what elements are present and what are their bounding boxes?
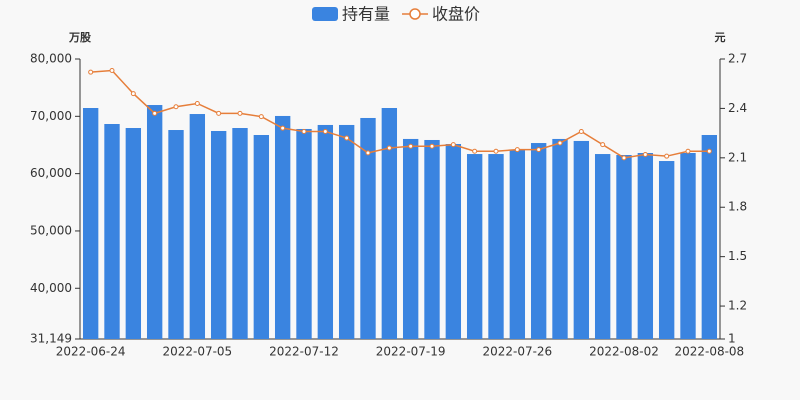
y-axis-label: 万股 <box>68 31 92 44</box>
bar <box>701 135 718 339</box>
line-point <box>578 128 584 134</box>
x-tick-label: 2022-08-02 <box>589 345 659 359</box>
legend-label: 持有量 <box>342 5 390 24</box>
y-tick-label: 60,000 <box>30 166 72 180</box>
y-tick-label: 50,000 <box>30 223 72 237</box>
y2-tick-label: 2.7 <box>728 52 747 66</box>
line-point <box>557 140 563 146</box>
line-point <box>194 100 200 106</box>
line-point <box>280 125 286 131</box>
y2-tick-label: 1.2 <box>728 299 747 313</box>
bar <box>488 154 504 339</box>
legend-swatch <box>409 8 421 20</box>
line-point <box>173 104 179 110</box>
line-point <box>365 150 371 156</box>
bar <box>360 117 376 340</box>
line-point <box>301 128 307 134</box>
y-tick-label: 40,000 <box>30 281 72 295</box>
bar <box>573 140 590 339</box>
bar <box>445 144 462 339</box>
y-tick-label: 70,000 <box>30 109 72 123</box>
x-tick-label: 2022-07-12 <box>269 345 339 359</box>
bar <box>466 154 483 339</box>
line-point <box>237 110 243 116</box>
line-point <box>706 148 712 154</box>
line-point <box>664 153 670 159</box>
y2-tick-label: 2.4 <box>728 101 747 115</box>
bar <box>168 130 184 339</box>
line-point <box>514 147 520 153</box>
line-point <box>472 148 478 154</box>
y-tick-label: 31,149 <box>30 332 72 346</box>
line-point <box>88 69 94 75</box>
bar <box>82 108 99 339</box>
y2-tick-label: 1.8 <box>728 200 747 214</box>
legend-swatch <box>312 7 338 21</box>
y2-tick-label: 1.5 <box>728 249 747 263</box>
bar <box>189 114 206 339</box>
line-point <box>685 148 691 154</box>
line-point <box>152 110 158 116</box>
x-tick-label: 2022-06-24 <box>56 345 126 359</box>
line-point <box>600 142 606 148</box>
bar <box>402 138 419 339</box>
bar <box>104 123 120 339</box>
line-point <box>258 114 264 120</box>
line-point <box>429 143 435 149</box>
line <box>90 69 710 159</box>
bar <box>594 154 611 339</box>
line-point <box>386 145 392 151</box>
bar <box>552 138 568 339</box>
line-point <box>408 143 414 149</box>
bar <box>210 130 227 339</box>
x-tick-label: 2022-07-26 <box>482 345 552 359</box>
y2-tick-label: 2.1 <box>728 150 747 164</box>
line-point <box>109 68 115 74</box>
line-point <box>536 147 542 153</box>
bar <box>338 124 355 339</box>
line-point <box>493 148 499 154</box>
line-point <box>642 152 648 158</box>
bar <box>125 128 142 339</box>
bar <box>509 150 526 339</box>
legend-label: 收盘价 <box>432 5 480 24</box>
y-tick-label: 80,000 <box>30 52 72 66</box>
y2-tick-label: 1 <box>728 332 736 346</box>
bar <box>232 128 248 339</box>
bar <box>296 128 312 339</box>
bar <box>146 105 163 340</box>
bar <box>253 135 270 339</box>
bar <box>637 153 654 339</box>
bar <box>658 161 675 339</box>
line-point <box>130 91 136 97</box>
bar <box>680 153 696 339</box>
line-point <box>621 155 627 161</box>
x-tick-label: 2022-07-19 <box>376 345 446 359</box>
line-point <box>450 142 456 148</box>
bar <box>274 115 291 340</box>
bar <box>530 143 547 339</box>
y2-axis-label: 元 <box>715 31 726 44</box>
bar <box>381 108 398 339</box>
x-tick-label: 2022-08-08 <box>674 345 744 359</box>
bar <box>424 139 440 339</box>
x-tick-label: 2022-07-05 <box>162 345 232 359</box>
line-point <box>322 128 328 134</box>
bar <box>317 124 334 339</box>
line-point <box>216 110 222 116</box>
line-point <box>344 135 350 141</box>
bar <box>616 155 632 339</box>
